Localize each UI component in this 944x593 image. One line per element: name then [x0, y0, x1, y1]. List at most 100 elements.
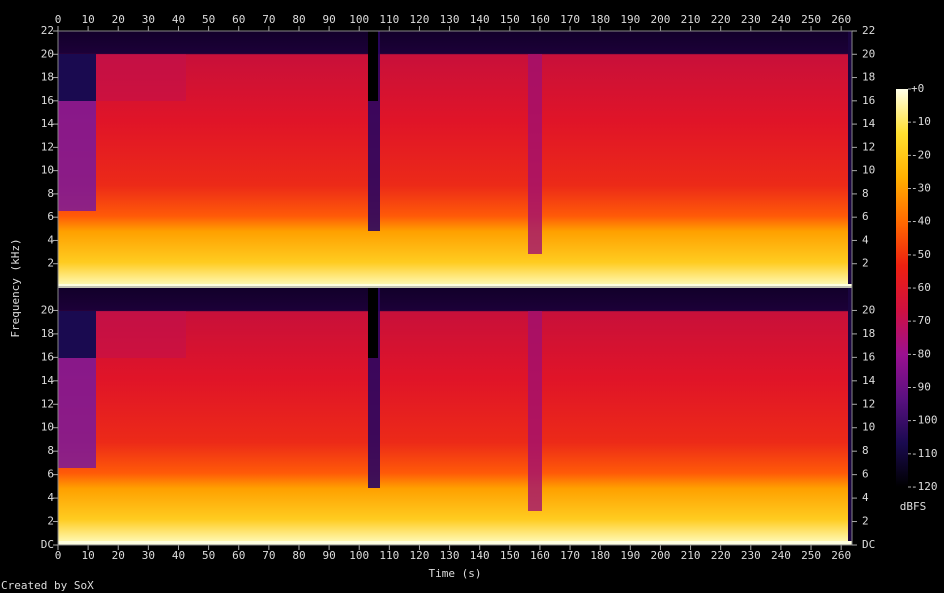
- y-tick-label: 16: [862, 350, 875, 363]
- x-tick-label: 110: [379, 13, 399, 26]
- x-tick-label: 160: [530, 13, 550, 26]
- y-tick-label: 22: [41, 24, 54, 37]
- y-tick-label: 10: [862, 164, 875, 177]
- colorbar-tick-label: -60: [911, 281, 931, 294]
- x-tick-label: 90: [322, 549, 335, 562]
- colorbar: [896, 89, 908, 487]
- x-tick-label: 100: [349, 549, 369, 562]
- x-tick-label: 70: [262, 549, 275, 562]
- y-tick-label: 8: [862, 444, 869, 457]
- x-tick-label: 50: [202, 13, 215, 26]
- y-axis-label: Frequency (kHz): [9, 238, 22, 337]
- x-tick-label: 200: [650, 13, 670, 26]
- y-tick-label: 20: [41, 303, 54, 316]
- x-tick-label: 180: [590, 549, 610, 562]
- y-tick-label: 2: [862, 257, 869, 270]
- y-tick-label: 2: [47, 257, 54, 270]
- x-tick-label: 230: [741, 13, 761, 26]
- y-tick-label: 4: [862, 491, 869, 504]
- colorbar-tick-label: -110: [911, 447, 938, 460]
- y-tick-label: 20: [862, 47, 875, 60]
- colorbar-tick-label: -120: [911, 480, 938, 493]
- y-tick-label: 14: [41, 374, 55, 387]
- y-tick-label: 12: [41, 397, 54, 410]
- x-tick-label: 90: [322, 13, 335, 26]
- colorbar-tick-label: -40: [911, 215, 931, 228]
- y-tick-label: DC: [862, 538, 875, 551]
- colorbar-tick-label: -90: [911, 381, 931, 394]
- colorbar-tick-label: -80: [911, 347, 931, 360]
- colorbar-tick-label: +0: [911, 82, 924, 95]
- x-tick-label: 30: [142, 13, 155, 26]
- y-tick-label: 10: [862, 421, 875, 434]
- x-tick-label: 10: [81, 13, 94, 26]
- colorbar-tick-label: -30: [911, 182, 931, 195]
- x-tick-label: 170: [560, 13, 580, 26]
- colorbar-tick-label: -70: [911, 314, 931, 327]
- x-tick-label: 250: [801, 13, 821, 26]
- y-tick-label: 16: [41, 350, 54, 363]
- colorbar-tick-label: -20: [911, 148, 931, 161]
- colorbar-tick-label: -50: [911, 248, 931, 261]
- y-tick-label: 6: [47, 210, 54, 223]
- y-tick-label: 10: [41, 164, 54, 177]
- x-tick-label: 10: [81, 549, 94, 562]
- x-tick-label: 0: [55, 13, 62, 26]
- x-tick-label: 220: [711, 13, 731, 26]
- y-tick-label: 10: [41, 421, 54, 434]
- y-tick-label: 4: [862, 233, 869, 246]
- x-tick-label: 170: [560, 549, 580, 562]
- x-tick-label: 20: [112, 549, 125, 562]
- x-tick-label: 180: [590, 13, 610, 26]
- y-tick-label: 4: [47, 491, 54, 504]
- colorbar-label: dBFS: [900, 500, 927, 513]
- y-tick-label: 2: [47, 515, 54, 528]
- x-tick-label: 30: [142, 549, 155, 562]
- x-axis-label: Time (s): [429, 567, 482, 580]
- y-tick-label: 4: [47, 233, 54, 246]
- x-tick-label: 140: [470, 13, 490, 26]
- y-tick-label: 12: [862, 140, 875, 153]
- x-tick-label: 60: [232, 549, 245, 562]
- y-tick-label: 18: [862, 71, 875, 84]
- x-tick-label: 190: [620, 549, 640, 562]
- y-tick-label: 20: [862, 303, 875, 316]
- panel-frame: [57, 286, 853, 546]
- x-tick-label: 80: [292, 549, 305, 562]
- x-tick-label: 260: [831, 13, 851, 26]
- y-tick-label: 14: [41, 117, 55, 130]
- x-tick-label: 210: [681, 549, 701, 562]
- y-tick-label: 2: [862, 515, 869, 528]
- x-tick-label: 120: [410, 13, 430, 26]
- y-tick-label: 14: [862, 117, 876, 130]
- x-tick-label: 150: [500, 13, 520, 26]
- x-tick-label: 230: [741, 549, 761, 562]
- y-tick-label: 20: [41, 47, 54, 60]
- y-tick-label: 6: [47, 468, 54, 481]
- credit: Created by SoX: [1, 579, 94, 592]
- y-tick-label: 12: [41, 140, 54, 153]
- x-tick-label: 260: [831, 549, 851, 562]
- x-tick-label: 50: [202, 549, 215, 562]
- x-tick-label: 200: [650, 549, 670, 562]
- x-tick-label: 20: [112, 13, 125, 26]
- spectrogram-image: [58, 31, 852, 288]
- y-tick-label: 18: [41, 71, 54, 84]
- x-tick-label: 40: [172, 549, 185, 562]
- x-tick-label: 60: [232, 13, 245, 26]
- colorbar-tick-label: -10: [911, 115, 931, 128]
- y-tick-label: 18: [862, 327, 875, 340]
- y-tick-label: 12: [862, 397, 875, 410]
- y-tick-label: 18: [41, 327, 54, 340]
- x-tick-label: 0: [55, 549, 62, 562]
- x-tick-label: 190: [620, 13, 640, 26]
- y-tick-label: 16: [41, 94, 54, 107]
- x-tick-label: 40: [172, 13, 185, 26]
- y-tick-label: DC: [41, 538, 54, 551]
- y-tick-label: 8: [862, 187, 869, 200]
- y-tick-label: 14: [862, 374, 876, 387]
- x-tick-label: 220: [711, 549, 731, 562]
- y-tick-label: 6: [862, 210, 869, 223]
- x-tick-label: 150: [500, 549, 520, 562]
